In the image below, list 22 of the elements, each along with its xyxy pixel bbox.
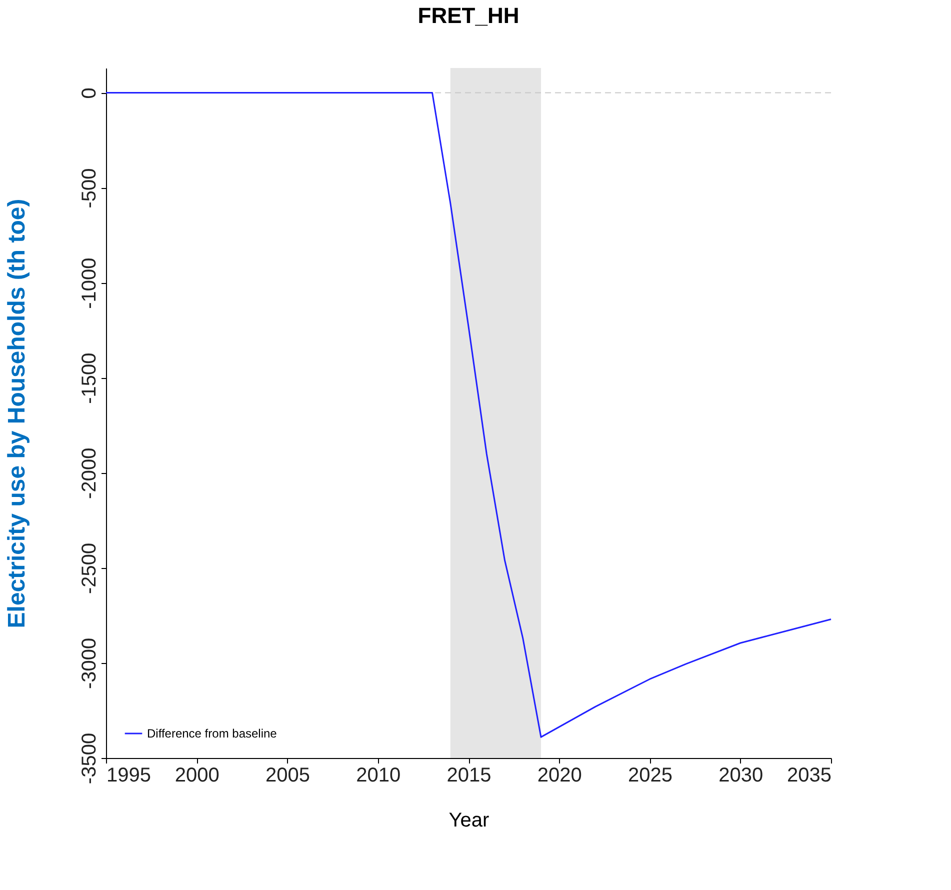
legend-label: Difference from baseline xyxy=(147,726,278,740)
x-tick-label: 2030 xyxy=(718,764,764,786)
x-tick-label: 2035 xyxy=(787,764,832,786)
y-tick-label: -2500 xyxy=(78,542,100,594)
x-tick-label: 2025 xyxy=(628,764,672,786)
line-series xyxy=(105,92,832,738)
chart-title: FRET_HH xyxy=(418,3,520,28)
y-axis-title: Electricity use by Households (th toe) xyxy=(4,198,30,628)
y-tick-label: -3500 xyxy=(78,732,100,784)
x-tick-label: 2020 xyxy=(537,764,582,786)
x-axis-title: Year xyxy=(448,810,490,832)
x-tick-label: 2010 xyxy=(356,764,401,786)
x-tick-label: 1995 xyxy=(106,764,151,786)
y-tick-label: -3000 xyxy=(78,638,100,690)
y-tick-label: -2000 xyxy=(78,448,100,499)
y-tick-label: 0 xyxy=(78,88,100,99)
y-tick-label: -1000 xyxy=(78,258,100,309)
x-tick-label: 2005 xyxy=(266,764,310,786)
x-tick-label: 2000 xyxy=(174,764,220,786)
y-tick-label: -1500 xyxy=(78,352,100,404)
x-tick-label: 2015 xyxy=(446,764,492,786)
y-tick-label: -500 xyxy=(78,168,100,208)
